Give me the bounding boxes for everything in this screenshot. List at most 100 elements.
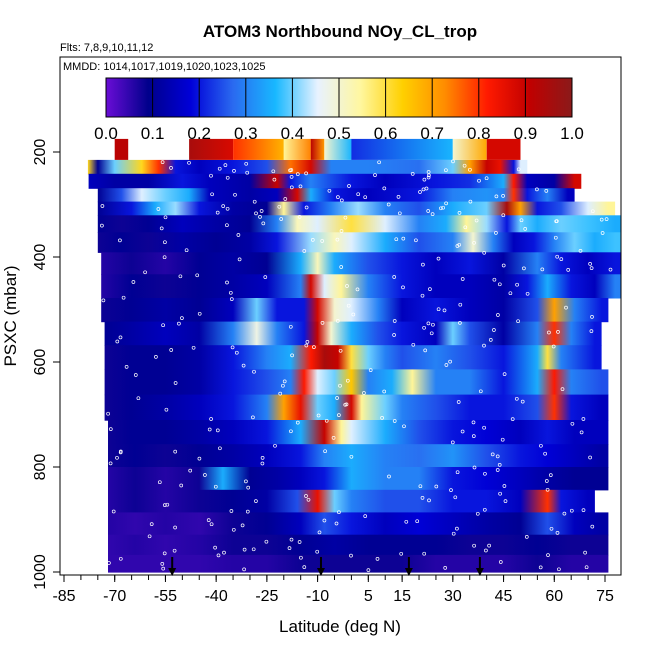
sample-marker — [482, 250, 487, 255]
sample-marker — [566, 268, 571, 272]
x-tick-label: 15 — [393, 588, 411, 605]
sample-marker — [304, 205, 309, 210]
sample-marker — [544, 189, 549, 193]
sample-marker — [431, 322, 435, 327]
sample-marker — [516, 319, 520, 324]
arrow-layer — [168, 557, 484, 576]
sample-marker — [161, 323, 165, 328]
heatmap-row — [108, 512, 609, 536]
sample-marker — [559, 257, 564, 261]
sample-marker — [263, 275, 268, 279]
sample-marker — [215, 210, 220, 215]
sample-marker — [131, 280, 136, 284]
sample-marker — [324, 418, 329, 423]
sample-marker — [349, 553, 353, 558]
sample-marker — [322, 518, 327, 523]
heatmap-top-band-segment — [486, 138, 521, 160]
sample-marker — [164, 407, 169, 412]
sample-marker — [588, 262, 592, 266]
sample-marker — [487, 543, 491, 548]
sample-marker — [124, 365, 129, 369]
sample-marker — [154, 355, 158, 359]
sample-marker — [251, 415, 255, 420]
sample-marker — [497, 282, 502, 287]
sample-marker — [426, 209, 431, 213]
sample-marker — [519, 218, 524, 223]
sample-marker — [260, 461, 265, 466]
x-tick-label: -70 — [103, 588, 126, 605]
x-tick-label: 60 — [545, 588, 563, 605]
colorbar-tick-label: 0.8 — [467, 124, 491, 143]
heatmap-top-band-segment — [114, 138, 129, 160]
sample-marker — [460, 429, 465, 434]
sample-marker — [165, 502, 170, 507]
sample-marker — [482, 343, 486, 348]
sample-marker — [482, 507, 487, 512]
sample-marker — [484, 176, 489, 181]
sample-marker — [337, 413, 341, 417]
sample-marker — [396, 195, 401, 199]
heatmap-layer — [87, 138, 621, 573]
sample-marker — [524, 535, 529, 539]
sample-marker — [107, 561, 111, 565]
sample-marker — [173, 381, 178, 385]
sample-marker — [221, 204, 226, 208]
sample-marker — [345, 284, 349, 288]
sample-marker — [569, 508, 574, 513]
sample-marker — [418, 484, 423, 489]
sample-marker — [415, 519, 420, 524]
sample-marker — [245, 509, 250, 514]
flight-arrow — [404, 557, 413, 576]
sample-marker — [554, 219, 559, 224]
sample-marker — [502, 484, 507, 488]
sample-marker — [501, 263, 506, 268]
sample-marker — [514, 396, 519, 401]
sample-marker — [457, 242, 462, 247]
sample-marker — [471, 420, 476, 425]
sample-marker — [118, 238, 122, 243]
sample-marker — [159, 226, 164, 231]
sample-marker — [535, 187, 539, 192]
sample-marker — [351, 312, 356, 317]
sample-marker — [245, 170, 250, 175]
heatmap-row — [108, 467, 609, 491]
sample-marker — [484, 548, 488, 553]
sample-marker — [279, 217, 284, 221]
sample-marker — [429, 331, 434, 336]
sample-marker — [604, 217, 609, 221]
sample-marker — [216, 553, 221, 558]
colorbar-tick-label: 0.3 — [234, 124, 258, 143]
sample-marker — [147, 534, 152, 539]
sample-marker — [501, 213, 506, 218]
sample-marker — [287, 546, 292, 550]
sample-marker — [240, 523, 245, 528]
sample-marker — [295, 172, 300, 176]
sample-marker — [375, 557, 380, 561]
x-tick-label: -55 — [154, 588, 177, 605]
heatmap-row — [97, 232, 621, 253]
sample-marker — [252, 369, 256, 374]
sample-marker — [118, 335, 123, 340]
sample-marker — [430, 212, 435, 216]
sample-marker — [289, 175, 294, 179]
sample-marker — [195, 273, 200, 278]
sample-marker — [462, 163, 467, 168]
sample-marker — [282, 379, 287, 384]
sample-marker — [488, 338, 493, 342]
sample-marker — [162, 503, 167, 507]
sample-marker — [471, 434, 476, 438]
sample-marker — [482, 425, 486, 430]
sample-marker — [475, 511, 480, 516]
sample-marker — [160, 562, 165, 566]
heatmap-row — [104, 394, 609, 421]
sample-marker — [295, 420, 300, 425]
sample-marker — [260, 456, 265, 460]
sample-marker — [392, 275, 397, 279]
sample-marker — [450, 440, 455, 445]
sample-marker — [570, 421, 575, 426]
sample-marker — [160, 160, 165, 164]
sample-marker — [237, 257, 242, 262]
flight-arrow — [475, 557, 484, 576]
sample-marker — [608, 267, 613, 272]
heatmap-row — [108, 420, 609, 445]
